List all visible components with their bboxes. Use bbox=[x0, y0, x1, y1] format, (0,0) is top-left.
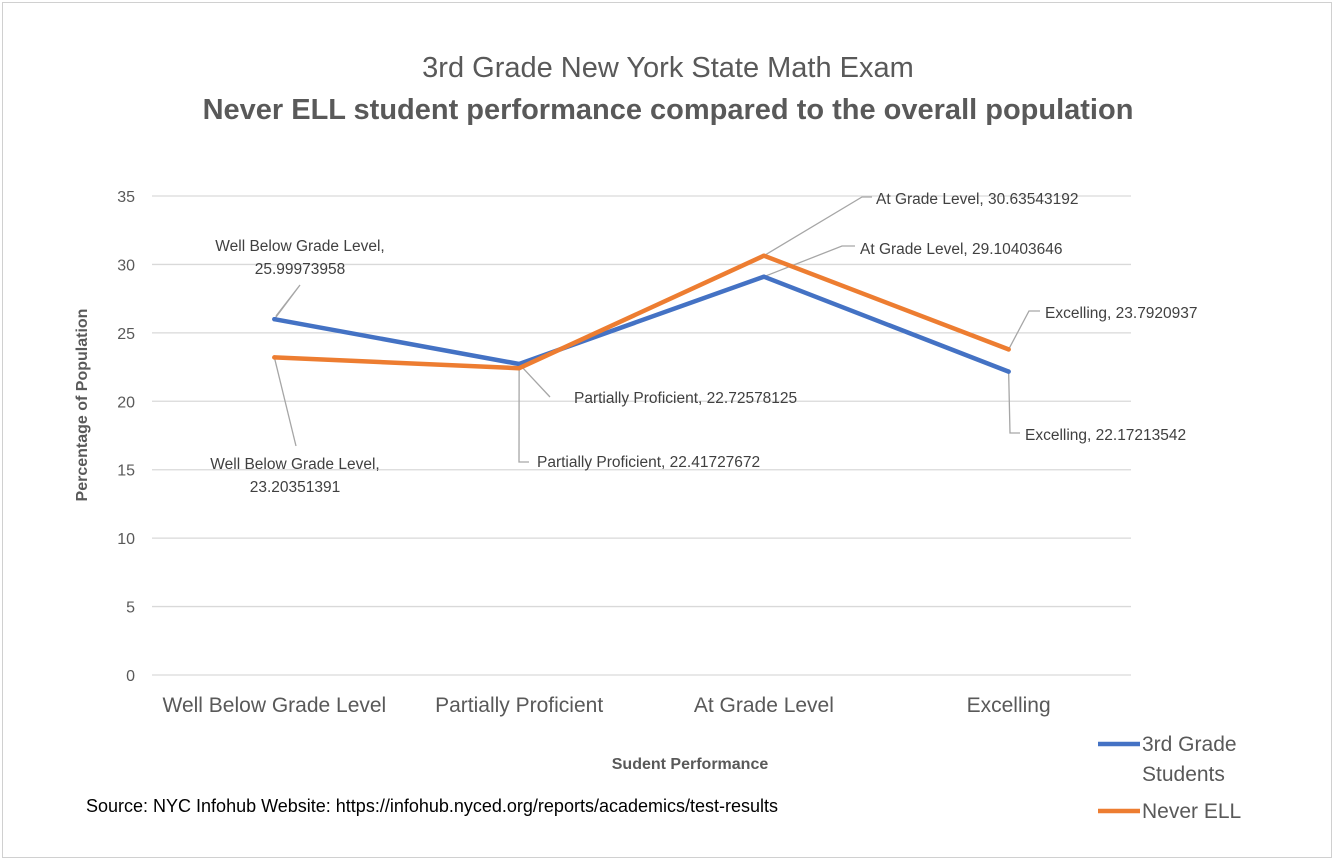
leader-line bbox=[1007, 371, 1020, 434]
data-point bbox=[272, 355, 277, 360]
data-point bbox=[1006, 347, 1011, 352]
chart-subtitle: Never ELL student performance compared t… bbox=[203, 94, 1134, 126]
leader-line bbox=[763, 196, 872, 257]
data-label-leaders bbox=[273, 196, 1040, 463]
leader-line bbox=[518, 363, 551, 398]
data-point bbox=[761, 274, 767, 279]
y-axis-label: Percentage of Population bbox=[74, 309, 91, 502]
series-line-1 bbox=[272, 253, 1011, 371]
data-point bbox=[516, 366, 522, 371]
data-label: Well Below Grade Level, bbox=[210, 456, 379, 473]
leader-line bbox=[518, 368, 529, 463]
data-point bbox=[516, 361, 522, 367]
source-note: Source: NYC Infohub Website: https://inf… bbox=[86, 796, 778, 816]
series-line-0 bbox=[272, 274, 1011, 374]
legend-label: Never ELL bbox=[1142, 800, 1241, 823]
x-axis-label: Sudent Performance bbox=[612, 756, 769, 773]
data-label: Excelling, 23.7920937 bbox=[1045, 305, 1198, 322]
legend: 3rd Grade Students Never ELL bbox=[1098, 733, 1241, 823]
legend-label: Students bbox=[1142, 763, 1225, 786]
y-tick-label: 25 bbox=[117, 326, 135, 343]
legend-label: 3rd Grade bbox=[1142, 733, 1237, 756]
data-labels: Well Below Grade Level, 25.99973958 Well B… bbox=[210, 191, 1197, 496]
x-tick-label: Well Below Grade Level bbox=[163, 694, 387, 717]
leader-line bbox=[273, 357, 297, 447]
data-label: Well Below Grade Level, bbox=[215, 238, 384, 255]
data-label: 23.20351391 bbox=[250, 479, 341, 496]
data-point bbox=[272, 316, 277, 322]
y-tick-label: 15 bbox=[117, 463, 135, 480]
data-label: Partially Proficient, 22.41727672 bbox=[537, 454, 760, 471]
y-tick-label: 35 bbox=[117, 189, 135, 206]
leader-line bbox=[1008, 310, 1040, 350]
y-axis-ticks: 0 5 10 15 20 25 30 35 bbox=[117, 189, 135, 685]
data-label: Partially Proficient, 22.72578125 bbox=[574, 390, 797, 407]
chart-title: 3rd Grade New York State Math Exam bbox=[422, 52, 914, 84]
y-tick-label: 0 bbox=[126, 668, 135, 685]
series-lines bbox=[272, 253, 1011, 374]
x-tick-label: Partially Proficient bbox=[435, 694, 603, 717]
data-label: At Grade Level, 29.10403646 bbox=[860, 241, 1063, 258]
y-tick-label: 20 bbox=[117, 394, 135, 411]
y-tick-label: 30 bbox=[117, 257, 135, 274]
y-tick-label: 10 bbox=[117, 531, 135, 548]
x-tick-label: Excelling bbox=[967, 694, 1051, 717]
x-tick-label: At Grade Level bbox=[694, 694, 834, 717]
data-label: 25.99973958 bbox=[255, 261, 346, 278]
y-tick-label: 5 bbox=[126, 600, 135, 617]
data-point bbox=[761, 253, 767, 258]
data-label: At Grade Level, 30.63543192 bbox=[876, 191, 1079, 208]
x-axis-ticks: Well Below Grade Level Partially Proficie… bbox=[163, 694, 1051, 717]
data-point bbox=[1006, 369, 1011, 374]
data-label: Excelling, 22.17213542 bbox=[1025, 427, 1186, 444]
leader-line bbox=[273, 284, 301, 320]
